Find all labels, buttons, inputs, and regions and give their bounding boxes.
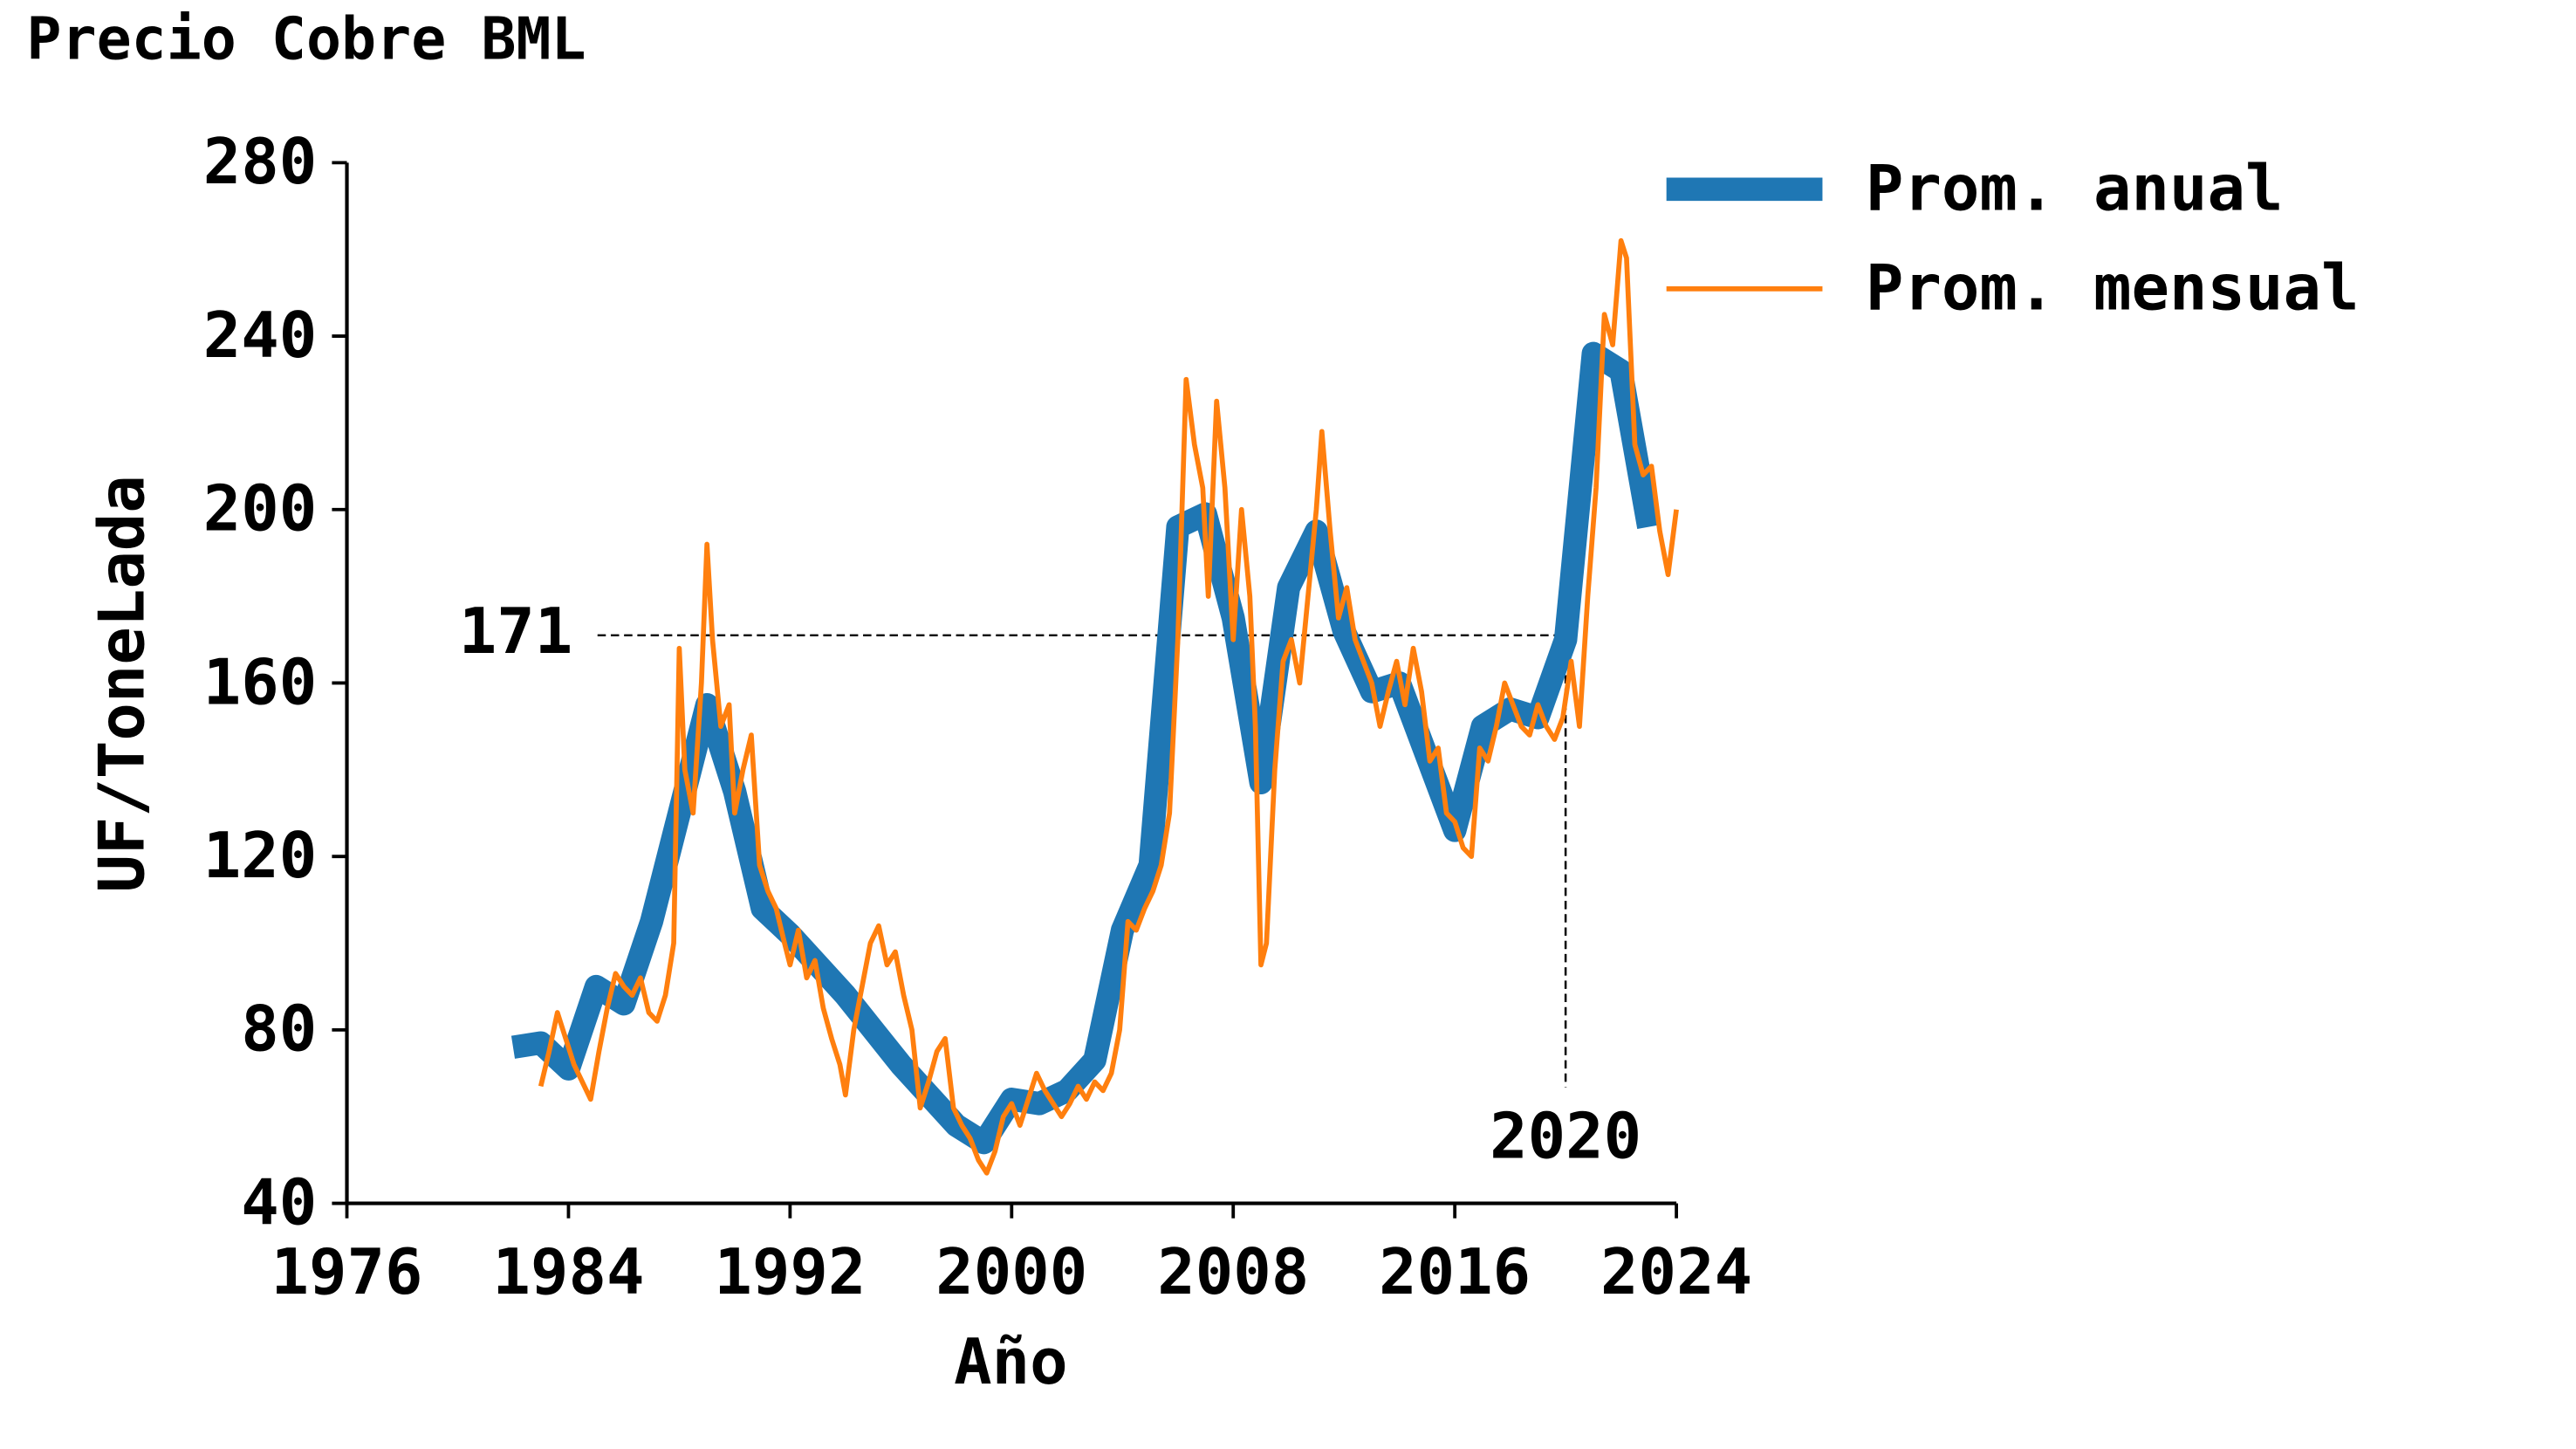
y-axis-label: UF/ToneLada: [86, 475, 160, 892]
series-line: [538, 237, 1679, 1176]
x-tick-label: 1992: [714, 1236, 866, 1309]
x-tick-label: 2008: [1157, 1236, 1309, 1309]
legend-label: Prom. mensual: [1866, 252, 2360, 326]
x-axis-label: Año: [954, 1326, 1068, 1399]
x-tick-label: 2024: [1600, 1236, 1752, 1309]
reference-label-y: 171: [459, 595, 573, 669]
y-tick-label: 120: [203, 820, 318, 893]
x-tick-label: 2016: [1379, 1236, 1531, 1309]
x-tick-label: 2000: [935, 1236, 1087, 1309]
y-tick-label: 80: [241, 993, 317, 1067]
x-tick-label: 1976: [271, 1236, 423, 1309]
x-tick-label: 1984: [492, 1236, 644, 1309]
y-tick-label: 280: [203, 126, 318, 199]
y-tick-label: 200: [203, 473, 318, 546]
legend-label: Prom. anual: [1866, 153, 2284, 226]
series-line: [510, 341, 1661, 1155]
chart-title: Precio Cobre BML: [26, 5, 586, 73]
reference-label-x: 2020: [1490, 1100, 1641, 1173]
y-tick-label: 160: [203, 646, 318, 719]
y-tick-label: 240: [203, 299, 318, 373]
y-tick-label: 40: [241, 1166, 317, 1240]
